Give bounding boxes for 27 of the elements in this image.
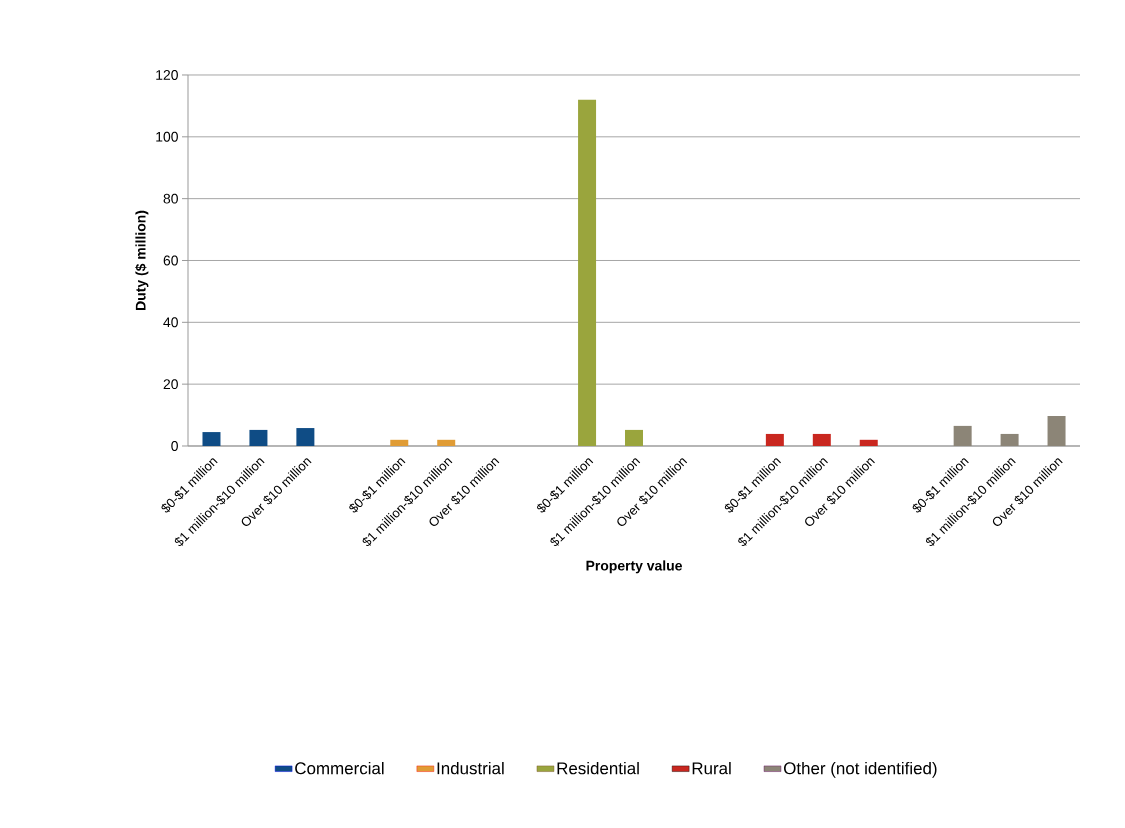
legend-label: Other (not identified) (784, 761, 937, 778)
bar (390, 439, 409, 446)
bar (859, 439, 878, 446)
y-tick-label: 80 (163, 193, 178, 204)
x-axis-title: Property value (586, 560, 682, 574)
y-tick-label: 0 (171, 441, 178, 451)
legend-label: Residential (557, 761, 639, 775)
y-tick-label: 40 (163, 317, 178, 328)
bar (1047, 416, 1066, 446)
bar (765, 433, 784, 446)
bar (812, 433, 831, 446)
bar (578, 99, 597, 446)
y-tick-label: 20 (163, 379, 178, 390)
bar (202, 432, 221, 446)
legend-label: Industrial (437, 761, 504, 775)
y-tick-label: 60 (163, 255, 178, 266)
bar (437, 439, 456, 446)
y-tick-label: 120 (156, 70, 178, 80)
bar (249, 429, 268, 446)
y-axis-title: Duty ($ million) (135, 210, 149, 310)
bar (1000, 433, 1019, 446)
bar (625, 429, 644, 446)
bar (296, 428, 315, 446)
legend-label: Commercial (295, 761, 384, 775)
legend-label: Rural (692, 761, 731, 775)
y-tick-label: 100 (156, 131, 178, 142)
bar (953, 425, 972, 446)
